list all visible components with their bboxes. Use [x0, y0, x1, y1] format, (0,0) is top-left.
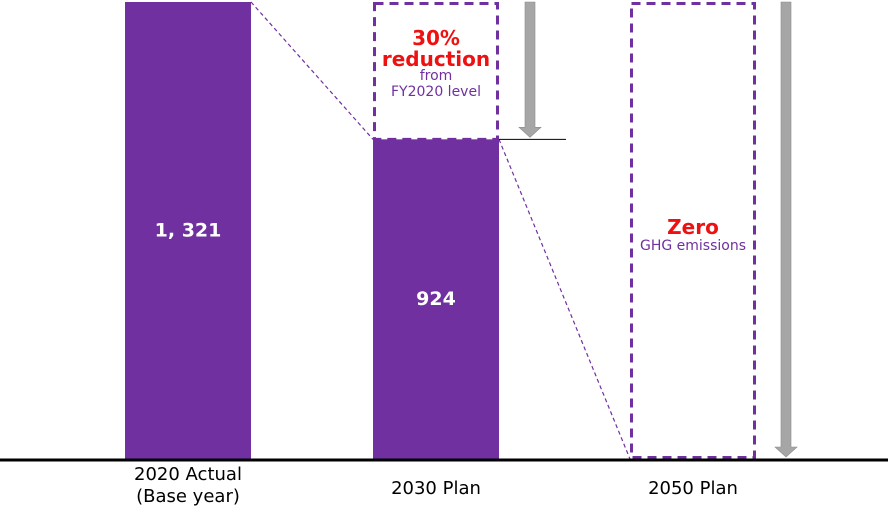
category-label-2050: 2050 Plan	[648, 478, 738, 499]
category-label-2030: 2030 Plan	[391, 478, 481, 499]
category-label-2020-line2: (Base year)	[136, 486, 240, 507]
down-arrow-2050	[774, 1, 798, 458]
bar-2020-actual	[125, 2, 251, 459]
reduction-word-label: reduction	[382, 47, 490, 71]
ghg-emissions-label: GHG emissions	[640, 238, 746, 254]
reduction-base-level-label: FY2020 level	[391, 84, 481, 100]
category-label-2020-line1: 2020 Actual	[134, 464, 242, 485]
reduction-outline-2030	[373, 2, 499, 141]
connector-line-2020-2030	[250, 1, 374, 140]
reduction-outline-2050	[630, 2, 756, 459]
bar-value-label-2030: 924	[416, 288, 456, 310]
bar-2030-plan	[373, 139, 499, 459]
down-arrow-2030	[518, 1, 542, 138]
bar-value-label-2020: 1, 321	[155, 220, 222, 242]
reduction-from-label: from	[420, 68, 453, 84]
zero-target-label: Zero	[667, 215, 719, 239]
connector-line-2030-2050	[498, 139, 631, 460]
reduction-percent-label: 30%	[412, 26, 460, 50]
